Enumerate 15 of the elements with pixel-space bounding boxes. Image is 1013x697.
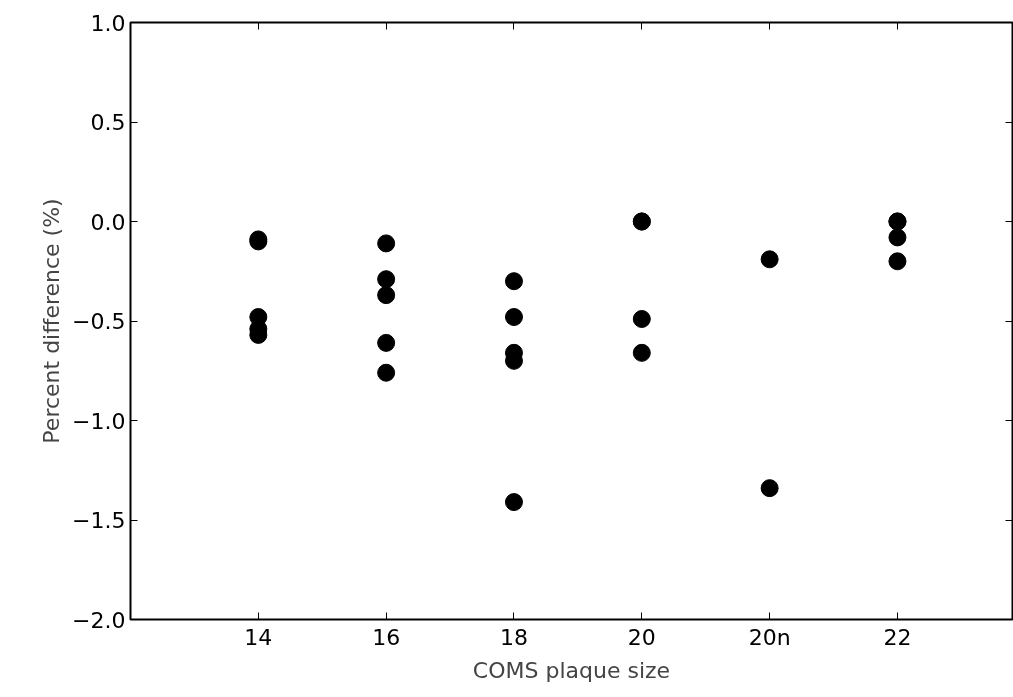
x-tick-label: 20n: [748, 624, 791, 650]
y-tick-label: 0.0: [90, 209, 126, 235]
y-tick-label: −2.0: [72, 607, 126, 633]
y-tick-label: −1.0: [72, 408, 126, 434]
x-tick-label: 22: [883, 624, 912, 650]
x-tick-label: 20: [627, 624, 656, 650]
x-tick-label: 16: [372, 624, 401, 650]
x-axis-title: COMS plaque size: [472, 657, 671, 683]
x-tick-label: 18: [499, 624, 528, 650]
y-tick-label: −1.5: [72, 508, 126, 533]
y-axis-title: Percent difference (%): [39, 198, 65, 444]
y-tick-label: 1.0: [90, 10, 126, 36]
y-tick-label: −0.5: [72, 309, 126, 334]
x-tick-label: 14: [244, 624, 273, 650]
y-tick-label: 0.5: [90, 110, 126, 135]
